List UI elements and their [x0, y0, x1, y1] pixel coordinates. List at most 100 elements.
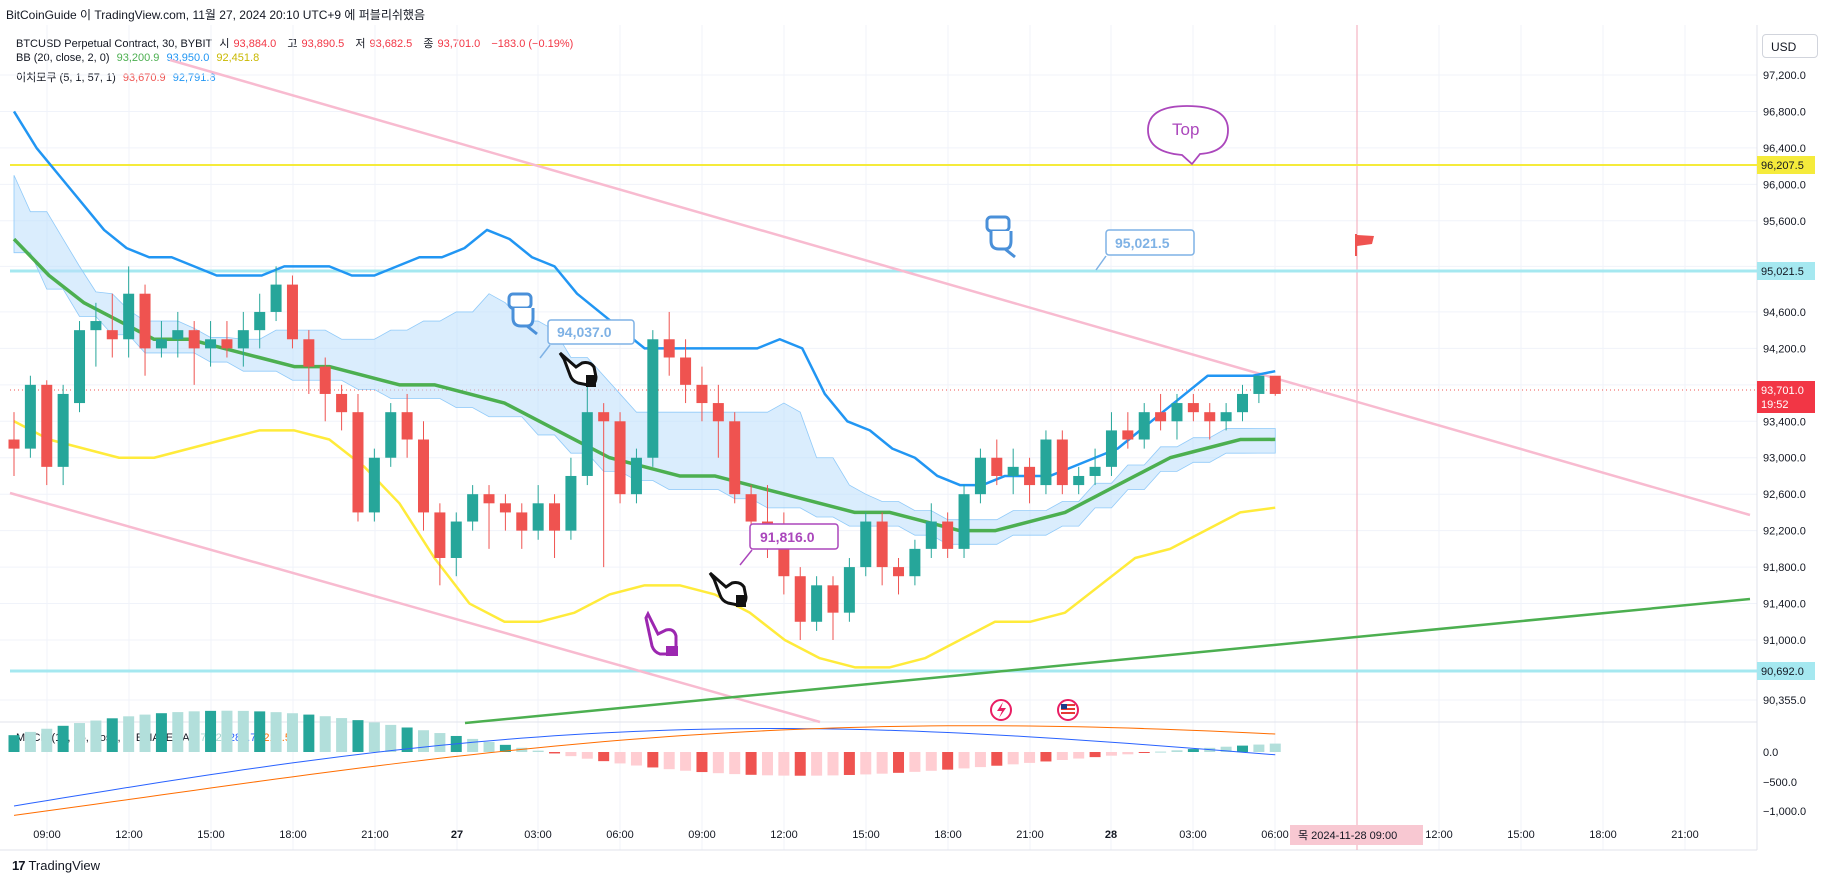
- callout-95021-text: 95,021.5: [1115, 235, 1170, 251]
- top-bubble-text: Top: [1172, 120, 1199, 139]
- top-bubble[interactable]: Top: [1147, 105, 1229, 166]
- close-label: 종: [423, 38, 434, 50]
- hand-pointer-icon[interactable]: [558, 351, 598, 387]
- candle-body: [1269, 375, 1281, 394]
- callout-91816[interactable]: 91,816.0: [739, 523, 839, 566]
- candle-body: [581, 412, 593, 476]
- currency-button[interactable]: USD: [1762, 34, 1818, 58]
- candle-body: [467, 494, 479, 522]
- candle-body: [516, 512, 528, 531]
- candle-body: [368, 457, 380, 513]
- candle-body: [1040, 439, 1052, 486]
- tradingview-logo: 17: [12, 858, 26, 873]
- macd-tick-label: −500.0: [1763, 777, 1797, 789]
- tradingview-footer[interactable]: 17 TradingView: [12, 858, 100, 873]
- candle-body: [909, 548, 921, 577]
- time-tick-label: 09:00: [33, 829, 61, 841]
- macd-histogram-bar: [860, 752, 872, 775]
- symbol-name[interactable]: BTCUSD Perpetual Contract, 30, BYBIT: [16, 38, 213, 50]
- macd-histogram-bar: [876, 752, 888, 774]
- hand-pointer-icon[interactable]: [644, 610, 678, 656]
- ichimoku-cloud: [13, 175, 1276, 545]
- candle-body: [712, 403, 724, 422]
- callout-94037-text: 94,037.0: [557, 324, 612, 340]
- candle-body: [139, 293, 151, 349]
- time-tick-label: 21:00: [1016, 829, 1044, 841]
- candle-body: [860, 521, 872, 568]
- macd-histogram-bar: [221, 710, 233, 752]
- candle-body: [41, 384, 53, 467]
- macd-histogram-bar: [1073, 752, 1085, 759]
- callout-94037[interactable]: 94,037.0: [539, 319, 635, 359]
- macd-pane: 0.0 −500.0 −1,000.0: [8, 710, 1806, 818]
- macd-histogram-bar: [467, 738, 479, 752]
- macd-histogram-bar: [205, 710, 217, 752]
- price-tag-96207-text: 96,207.5: [1761, 160, 1804, 172]
- callout-95021[interactable]: 95,021.5: [1095, 229, 1195, 271]
- candle-body: [843, 567, 855, 613]
- channel-lower-line[interactable]: [9, 491, 821, 724]
- crosshair-time-label: 목 2024-11-28 09:00: [1290, 825, 1423, 845]
- candle-body: [549, 503, 561, 531]
- macd-histogram-bar: [1187, 749, 1199, 752]
- channel-upper-line[interactable]: [169, 58, 1751, 517]
- candle-body: [1122, 430, 1134, 440]
- macd-histogram-bar: [41, 728, 53, 752]
- candle-body: [401, 412, 413, 440]
- macd-histogram-bar: [123, 716, 135, 752]
- price-tag-95021-text: 95,021.5: [1761, 266, 1804, 278]
- close-value: 93,701.0: [437, 38, 481, 50]
- bb-lower-value: 92,451.8: [216, 52, 260, 64]
- macd-histogram-bar: [434, 733, 446, 752]
- bollinger-bands: [12, 110, 1276, 669]
- flag-icon[interactable]: [1355, 234, 1374, 256]
- macd-histogram-bar: [1122, 752, 1134, 755]
- macd-histogram-bar: [1007, 752, 1019, 765]
- us-flag-event-icon[interactable]: [1057, 699, 1079, 721]
- price-tick-label: 90,355.0: [1763, 695, 1806, 707]
- support-trend-line[interactable]: [464, 597, 1751, 725]
- candle-body: [1204, 412, 1216, 422]
- open-label: 시: [219, 38, 230, 50]
- macd-histogram-bar: [303, 714, 315, 752]
- hand-pointer-icon[interactable]: [708, 571, 748, 607]
- candle-body: [1024, 466, 1036, 486]
- callout-91816-text: 91,816.0: [760, 529, 815, 545]
- candle-body: [663, 339, 675, 358]
- candle-body: [958, 494, 970, 549]
- candle-body: [90, 321, 102, 331]
- low-value: 93,682.5: [369, 38, 413, 50]
- candle-body: [434, 512, 446, 558]
- macd-histogram-bar: [630, 752, 642, 766]
- candle-body: [270, 284, 282, 312]
- candle-body: [1105, 430, 1117, 467]
- candle-body: [254, 311, 266, 331]
- macd-histogram-bar: [696, 752, 708, 773]
- macd-histogram-bar: [712, 752, 724, 774]
- hand-pointer-icon[interactable]: [507, 292, 538, 336]
- hand-pointer-icon[interactable]: [985, 215, 1016, 259]
- candle-body: [188, 330, 200, 349]
- bb-basis-value: 93,200.9: [116, 52, 160, 64]
- ichimoku-cloud-area: [13, 175, 1276, 545]
- publish-caption: BitCoinGuide 이 TradingView.com, 11월 27, …: [6, 8, 425, 22]
- macd-histogram-bar: [614, 752, 626, 764]
- macd-histogram-bar: [237, 710, 249, 752]
- macd-histogram-bar: [942, 752, 954, 770]
- candle-body: [155, 339, 167, 349]
- price-tag-90692: 90,692.0: [1757, 662, 1815, 680]
- tradingview-brand: TradingView: [28, 858, 101, 873]
- time-axis[interactable]: 09:00 12:00 15:00 18:00 21:00 27 03:00 06:00 09:…: [33, 829, 1699, 841]
- price-tick-label: 96,400.0: [1763, 143, 1806, 155]
- macd-histogram-bar: [581, 752, 593, 759]
- macd-histogram-bar: [1269, 743, 1281, 752]
- high-value: 93,890.5: [301, 38, 345, 50]
- macd-histogram-bar: [516, 747, 528, 752]
- macd-histogram-bar: [57, 725, 69, 752]
- lightning-event-icon[interactable]: [990, 699, 1012, 721]
- macd-histogram-bar: [794, 752, 806, 776]
- candle-body: [8, 439, 20, 449]
- time-tick-label: 15:00: [852, 829, 880, 841]
- macd-histogram-bar: [499, 744, 511, 752]
